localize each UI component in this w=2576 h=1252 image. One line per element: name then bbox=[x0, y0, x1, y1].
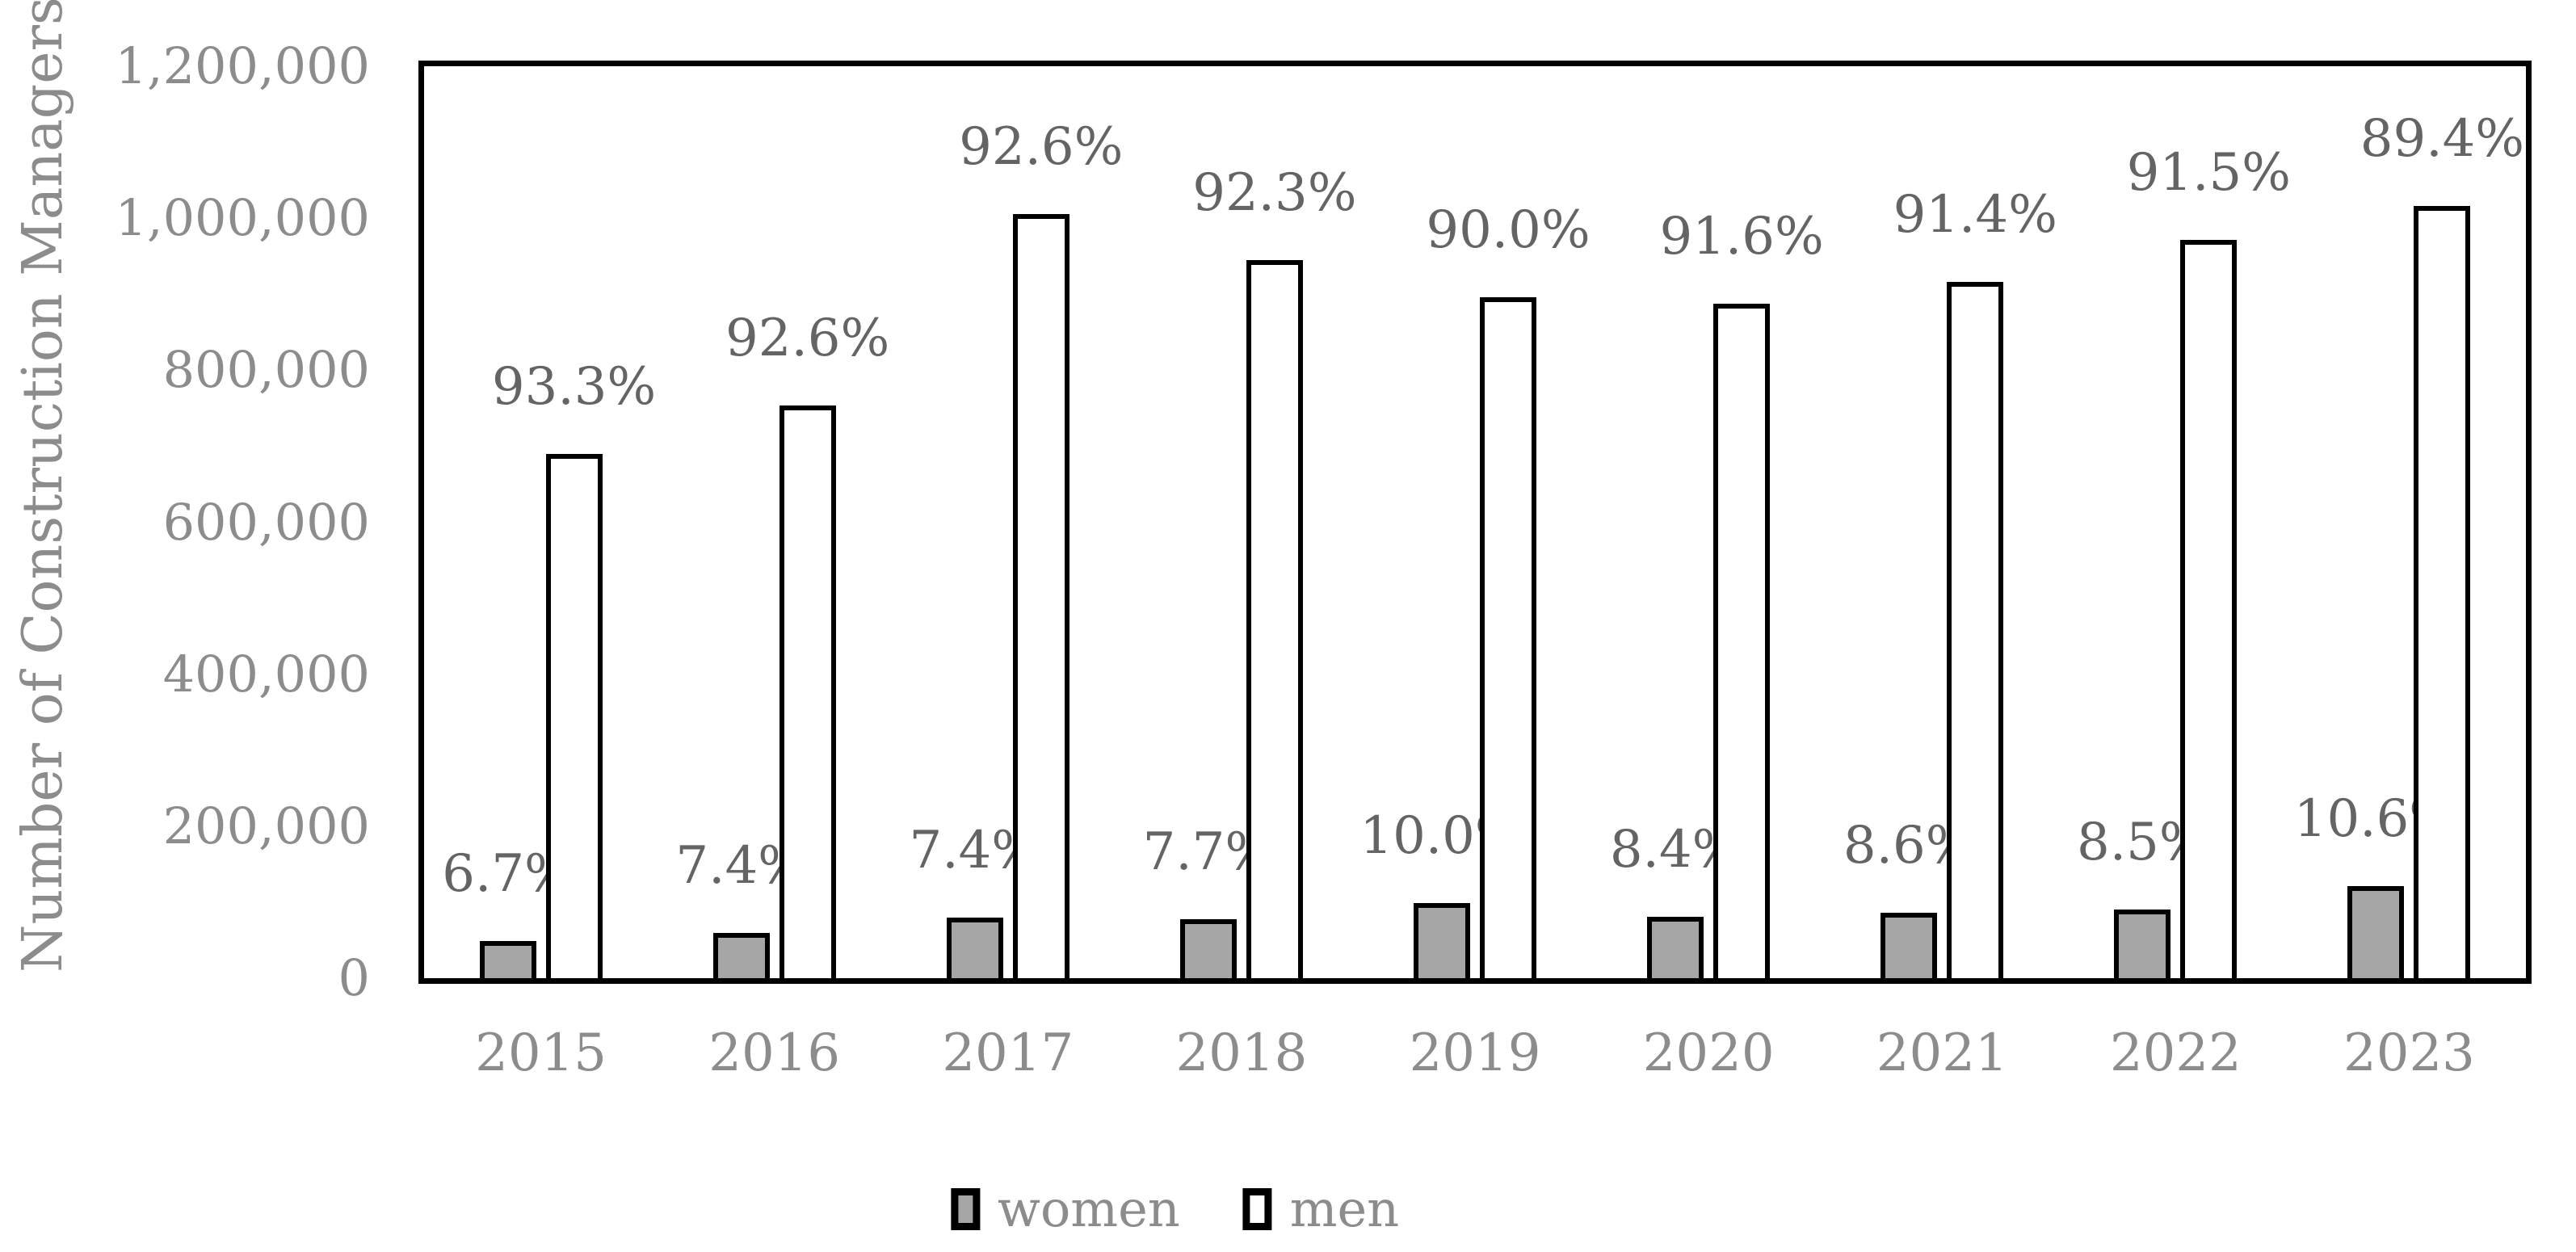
legend-item-women: women bbox=[950, 1179, 1180, 1238]
x-tick-label-2015: 2015 bbox=[475, 1023, 607, 1083]
bar-group-2016: 7.4% 92.6% bbox=[658, 66, 891, 978]
data-label-men-2021: 91.4% bbox=[1893, 185, 2057, 245]
bar-men-2023 bbox=[2414, 206, 2471, 978]
x-tick-label-2019: 2019 bbox=[1409, 1023, 1541, 1083]
bar-group-2023: 10.6% 89.4% bbox=[2292, 66, 2526, 978]
legend-label-women: women bbox=[997, 1179, 1180, 1238]
data-label-men-2017: 92.6% bbox=[959, 117, 1124, 177]
bar-women-2018 bbox=[1179, 919, 1237, 978]
x-tick-label-2016: 2016 bbox=[708, 1023, 841, 1083]
y-tick-label: 1,200,000 bbox=[115, 36, 370, 95]
legend-swatch-men bbox=[1242, 1188, 1272, 1230]
bar-men-2020 bbox=[1713, 304, 1771, 978]
bar-women-2022 bbox=[2114, 910, 2171, 978]
bar-women-2020 bbox=[1647, 917, 1704, 978]
legend-label-men: men bbox=[1289, 1179, 1400, 1238]
x-tick-label-2021: 2021 bbox=[1876, 1023, 2008, 1083]
x-tick-label-2023: 2023 bbox=[2343, 1023, 2475, 1083]
y-tick-label: 1,000,000 bbox=[115, 188, 370, 248]
bar-group-2022: 8.5% 91.5% bbox=[2059, 66, 2292, 978]
bar-men-2018 bbox=[1246, 260, 1303, 978]
legend: women men bbox=[950, 1179, 1400, 1238]
bar-men-2015 bbox=[545, 454, 603, 978]
legend-item-men: men bbox=[1242, 1179, 1400, 1238]
bar-women-2015 bbox=[479, 941, 536, 978]
bar-group-2021: 8.6% 91.4% bbox=[1826, 66, 2059, 978]
bar-women-2017 bbox=[946, 918, 1003, 978]
data-label-men-2020: 91.6% bbox=[1659, 207, 1824, 267]
bar-group-2017: 7.4% 92.6% bbox=[891, 66, 1124, 978]
x-tick-label-2018: 2018 bbox=[1175, 1023, 1308, 1083]
bar-women-2016 bbox=[712, 933, 770, 978]
data-label-men-2018: 92.3% bbox=[1192, 163, 1357, 223]
x-tick-label-2020: 2020 bbox=[1642, 1023, 1775, 1083]
bar-women-2021 bbox=[1881, 913, 1938, 978]
bar-group-2019: 10.0% 90.0% bbox=[1358, 66, 1591, 978]
data-label-men-2016: 92.6% bbox=[725, 309, 890, 368]
y-tick-label: 400,000 bbox=[162, 644, 370, 704]
bar-men-2016 bbox=[779, 405, 836, 978]
y-tick-label: 0 bbox=[338, 948, 370, 1007]
y-tick-label: 600,000 bbox=[162, 492, 370, 552]
bar-men-2019 bbox=[1479, 297, 1536, 978]
bar-men-2021 bbox=[1947, 282, 2004, 978]
data-label-men-2022: 91.5% bbox=[2126, 143, 2291, 203]
bar-group-2018: 7.7% 92.3% bbox=[1124, 66, 1358, 978]
legend-swatch-women bbox=[950, 1188, 980, 1230]
data-label-men-2023: 89.4% bbox=[2360, 109, 2525, 169]
x-tick-label-2022: 2022 bbox=[2109, 1023, 2242, 1083]
bar-women-2019 bbox=[1413, 903, 1470, 978]
x-tick-label-2017: 2017 bbox=[942, 1023, 1074, 1083]
data-label-women-2023: 10.6% bbox=[2293, 789, 2459, 849]
bar-women-2023 bbox=[2347, 886, 2405, 978]
bar-group-2020: 8.4% 91.6% bbox=[1592, 66, 1826, 978]
plot-area: 6.7% 93.3% 7.4% 92.6% 7.4% 92.6% 7.7% 92.3% 10.0… bbox=[418, 61, 2532, 984]
bar-group-2015: 6.7% 93.3% bbox=[424, 66, 658, 978]
bar-men-2022 bbox=[2180, 240, 2238, 978]
y-tick-label: 200,000 bbox=[162, 796, 370, 855]
data-label-men-2019: 90.0% bbox=[1426, 200, 1591, 260]
bar-men-2017 bbox=[1012, 214, 1069, 978]
data-label-men-2015: 93.3% bbox=[491, 357, 657, 417]
y-tick-label: 800,000 bbox=[162, 340, 370, 400]
